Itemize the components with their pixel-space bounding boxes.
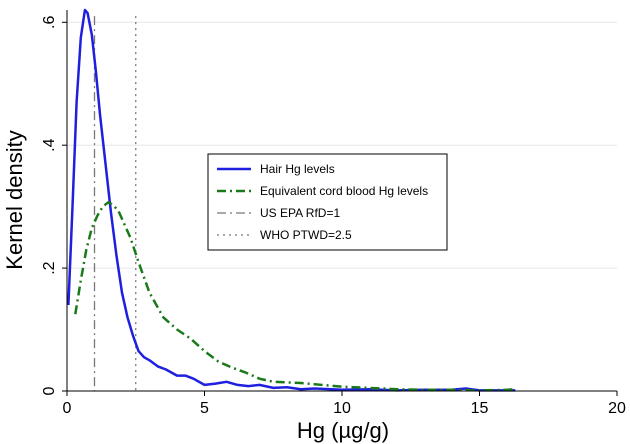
axes: 0 5 10 15 20 0 .2 .4 .6 bbox=[41, 10, 626, 417]
x-tick-label: 20 bbox=[608, 400, 626, 417]
legend-label-3: WHO PTWD=2.5 bbox=[260, 228, 352, 242]
series-line-1 bbox=[74, 201, 516, 392]
x-tick-label: 0 bbox=[63, 400, 72, 417]
y-axis-title: Kernel density bbox=[2, 130, 27, 269]
x-tick-label: 15 bbox=[471, 400, 489, 417]
x-tick-label: 5 bbox=[200, 400, 209, 417]
series-group bbox=[67, 8, 516, 392]
x-tick-label: 10 bbox=[333, 400, 351, 417]
y-tick-label: .4 bbox=[41, 138, 58, 151]
y-tick-label: .6 bbox=[41, 16, 58, 29]
y-tick-label: 0 bbox=[41, 386, 58, 395]
legend-label-1: Equivalent cord blood Hg levels bbox=[260, 184, 428, 198]
series-line-0 bbox=[67, 8, 516, 392]
x-axis-title: Hg (µg/g) bbox=[297, 418, 389, 443]
y-tick-label: .2 bbox=[41, 261, 58, 274]
legend: Hair Hg levels Equivalent cord blood Hg l… bbox=[207, 153, 448, 251]
legend-label-0: Hair Hg levels bbox=[260, 162, 335, 176]
legend-label-2: US EPA RfD=1 bbox=[260, 206, 340, 220]
